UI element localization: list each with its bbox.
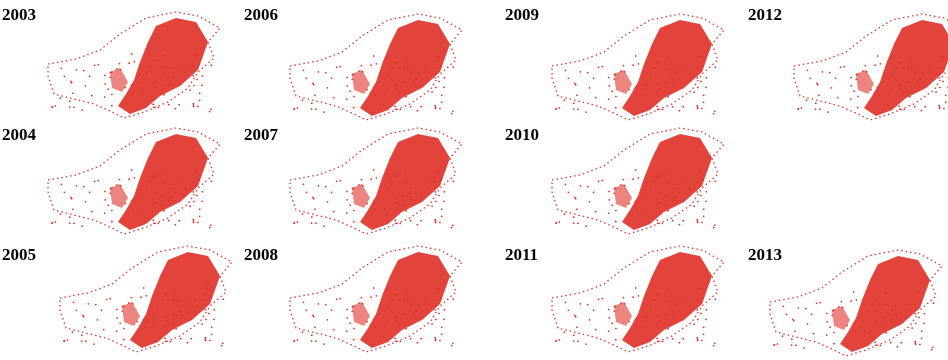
year-label: 2008: [244, 245, 278, 264]
year-label: 2004: [2, 125, 37, 144]
panel: 2005: [2, 245, 233, 353]
panel: 2012: [748, 5, 948, 121]
panel: 2007: [244, 125, 463, 235]
panel: 2003: [2, 5, 221, 119]
year-label: 2009: [505, 5, 539, 24]
panel: 2004: [2, 125, 221, 235]
panel: 2010: [505, 125, 725, 235]
year-label: 2013: [748, 245, 782, 264]
year-label: 2011: [505, 245, 538, 264]
panel: 2008: [244, 245, 463, 353]
year-label: 2003: [2, 5, 36, 24]
panel: 2006: [244, 5, 463, 121]
year-label: 2010: [505, 125, 539, 144]
year-label: 2006: [244, 5, 278, 24]
panel: 2013: [748, 245, 943, 357]
year-label: 2005: [2, 245, 36, 264]
year-label: 2007: [244, 125, 279, 144]
panel: 2011: [505, 245, 725, 353]
panel: 2009: [505, 5, 725, 121]
year-label: 2012: [748, 5, 782, 24]
